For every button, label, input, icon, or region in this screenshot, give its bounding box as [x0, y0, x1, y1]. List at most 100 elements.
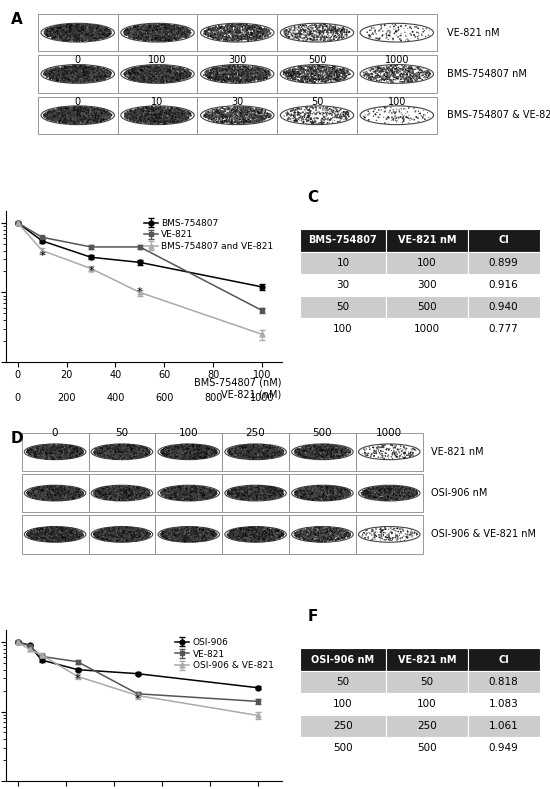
Point: [56, 26, 64, 39]
Point: [62, 72, 71, 84]
Point: [252, 443, 261, 455]
Point: [119, 448, 128, 461]
Point: [240, 105, 249, 118]
Point: [57, 483, 66, 495]
Point: [221, 25, 230, 38]
Point: [25, 447, 34, 460]
Point: [114, 440, 123, 453]
Point: [124, 486, 133, 499]
Point: [308, 532, 317, 544]
Point: [199, 493, 207, 506]
Point: [245, 32, 254, 44]
Point: [53, 451, 62, 463]
Point: [199, 451, 208, 463]
Point: [174, 23, 183, 36]
Point: [258, 533, 267, 545]
Point: [173, 26, 182, 39]
Point: [177, 441, 185, 454]
Point: [162, 114, 171, 127]
Point: [241, 483, 250, 495]
Point: [103, 113, 112, 125]
Point: [126, 481, 135, 493]
Point: [138, 444, 146, 457]
Point: [400, 492, 409, 505]
Point: [54, 524, 63, 537]
Point: [179, 31, 188, 43]
Point: [59, 523, 68, 536]
Point: [89, 103, 98, 116]
Point: [110, 451, 119, 463]
Point: [305, 440, 314, 453]
Point: [188, 530, 196, 543]
Point: [33, 533, 42, 545]
Point: [63, 451, 72, 463]
Point: [69, 488, 78, 501]
Point: [255, 71, 264, 84]
Point: [298, 60, 307, 73]
Point: [106, 490, 114, 503]
Point: [70, 491, 79, 503]
Point: [285, 108, 294, 121]
Point: [230, 487, 239, 499]
Point: [312, 65, 321, 78]
Point: [316, 19, 325, 32]
Point: [292, 484, 301, 497]
Point: [327, 24, 336, 36]
Point: [69, 492, 78, 504]
Point: [49, 531, 58, 544]
Point: [249, 116, 258, 129]
Point: [201, 491, 210, 503]
Point: [106, 25, 114, 38]
Point: [69, 489, 78, 502]
Point: [65, 22, 74, 35]
Point: [320, 18, 329, 31]
Point: [272, 490, 280, 503]
Point: [237, 451, 246, 463]
Point: [70, 528, 79, 540]
Point: [62, 26, 71, 39]
Point: [133, 20, 141, 32]
Point: [158, 528, 167, 540]
Point: [244, 523, 253, 536]
Point: [40, 484, 48, 496]
Point: [68, 116, 77, 129]
Point: [235, 484, 244, 496]
Point: [293, 485, 302, 498]
Point: [163, 488, 172, 500]
Point: [92, 74, 101, 87]
Point: [90, 69, 99, 81]
Point: [149, 23, 158, 36]
Point: [90, 107, 98, 119]
Point: [314, 492, 322, 504]
Point: [81, 22, 90, 35]
Point: [103, 442, 112, 454]
Point: [65, 66, 74, 79]
Point: [222, 110, 230, 123]
Point: [41, 525, 50, 538]
Point: [106, 530, 115, 543]
Point: [193, 527, 202, 540]
Point: [82, 33, 91, 46]
Point: [146, 65, 155, 78]
Point: [263, 482, 272, 495]
Point: [138, 24, 146, 36]
Point: [182, 64, 191, 77]
Point: [263, 450, 272, 462]
Point: [181, 446, 190, 458]
Point: [91, 73, 100, 86]
Point: [398, 485, 406, 498]
Point: [153, 72, 162, 84]
Point: [143, 526, 152, 539]
Point: [216, 75, 224, 88]
Point: [163, 28, 172, 40]
Point: [93, 486, 102, 499]
Point: [104, 486, 113, 499]
Point: [339, 524, 348, 537]
Point: [67, 448, 76, 461]
Point: [137, 64, 146, 77]
Point: [219, 63, 228, 76]
Point: [265, 533, 273, 545]
Point: [135, 106, 144, 118]
Point: [212, 527, 221, 540]
Point: [329, 488, 338, 500]
